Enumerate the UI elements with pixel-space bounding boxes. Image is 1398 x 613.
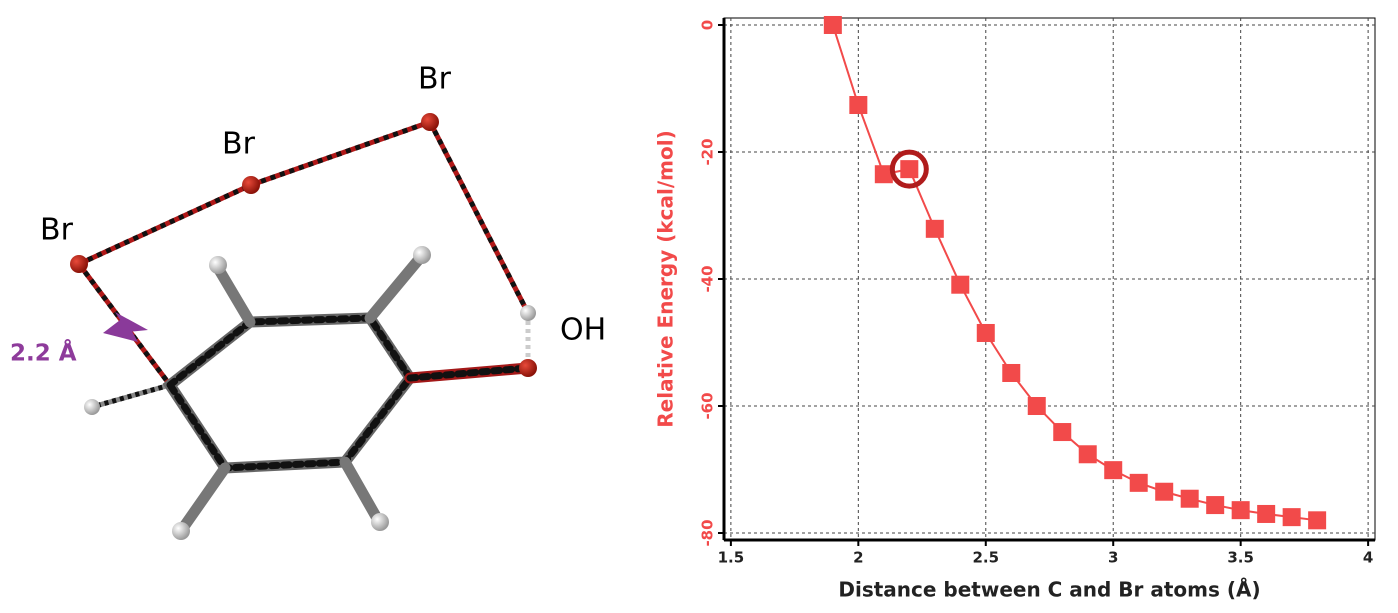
y-tick-label: -60 (699, 392, 717, 419)
x-tick-label: 3 (1108, 549, 1118, 567)
data-point (1231, 501, 1250, 520)
y-tick-label: -40 (699, 265, 717, 292)
data-point (1002, 363, 1021, 382)
atom-label: Br (222, 127, 256, 162)
molecule: Br Br Br OH 2.2 Å (10, 62, 606, 540)
x-tick-label: 3.5 (1227, 549, 1254, 567)
x-tick-label: 2.5 (972, 549, 999, 567)
data-point (823, 15, 842, 34)
data-point (1282, 508, 1301, 527)
data-point (1180, 489, 1199, 508)
data-point (925, 219, 944, 238)
atom-label: Br (418, 62, 452, 97)
data-point (1308, 511, 1327, 530)
data-line (831, 24, 1318, 522)
y-tick-label: -20 (699, 138, 717, 165)
data-point (1206, 496, 1225, 515)
data-point (1053, 423, 1072, 442)
highlight-ring (889, 149, 929, 189)
y-tick-label: -80 (699, 519, 717, 546)
data-point (976, 323, 995, 342)
data-point (849, 96, 868, 114)
data-point (1078, 445, 1097, 464)
x-axis-label: Distance between C and Br atoms (Å) (838, 578, 1260, 602)
x-tick-label: 2 (853, 549, 863, 567)
chart: 1.5 2 2.5 3 3.5 4 0 -20 -40 -60 -80 Distance betwee… (654, 15, 1376, 602)
atom-label: OH (560, 313, 606, 348)
data-point (1129, 473, 1148, 492)
x-tick-label: 1.5 (718, 549, 745, 567)
data-point (900, 160, 919, 179)
data-point (874, 165, 893, 184)
y-axis-label: Relative Energy (kcal/mol) (654, 130, 678, 427)
data-point (1027, 397, 1046, 416)
data-point (951, 275, 970, 294)
data-point (1257, 504, 1276, 523)
atom-label: Br (40, 213, 74, 248)
y-tick-label: 0 (699, 20, 717, 30)
data-point (1155, 482, 1174, 501)
x-tick-label: 4 (1363, 549, 1373, 567)
distance-label: 2.2 Å (10, 339, 77, 367)
data-point (1104, 461, 1123, 480)
distance-marker (103, 312, 148, 342)
